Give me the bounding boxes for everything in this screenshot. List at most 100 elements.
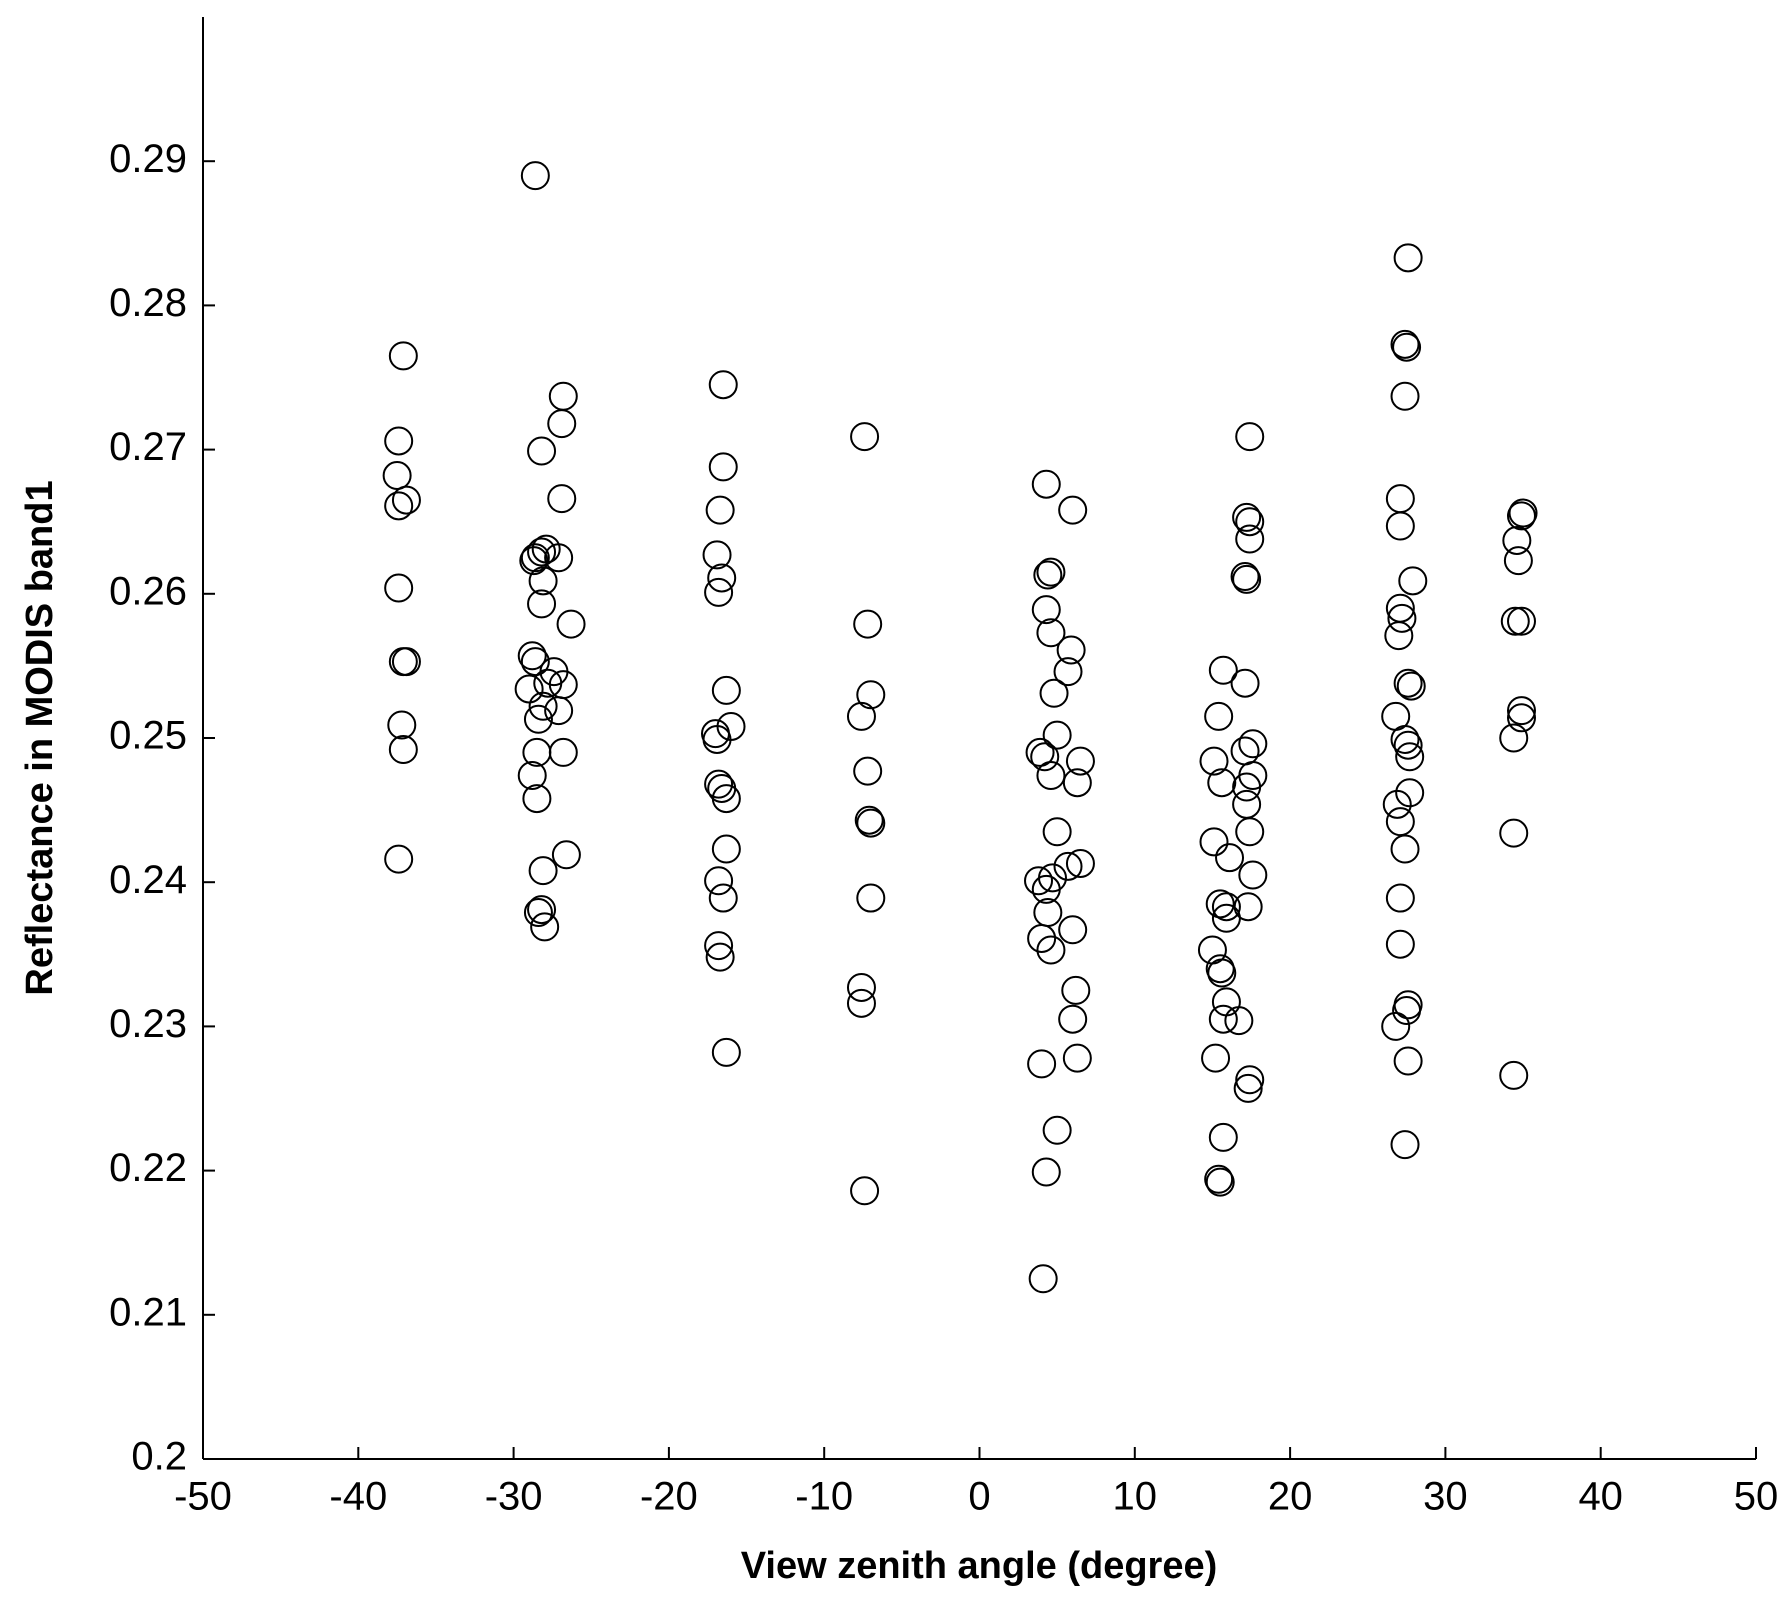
data-point	[522, 784, 552, 814]
data-point	[520, 543, 550, 573]
data-point	[708, 370, 738, 400]
x-tick-label: 30	[1423, 1475, 1468, 1519]
data-point	[1199, 827, 1229, 857]
data-point	[711, 834, 741, 864]
data-point	[528, 691, 558, 721]
data-point	[1503, 546, 1533, 576]
x-tick-label: 20	[1268, 1475, 1313, 1519]
data-point	[384, 491, 414, 521]
x-tick-label: 50	[1734, 1475, 1779, 1519]
data-point	[1204, 1164, 1234, 1194]
data-point	[1065, 848, 1095, 878]
data-point	[1499, 1060, 1529, 1090]
data-point	[1393, 243, 1423, 273]
data-point	[384, 573, 414, 603]
data-point	[1058, 495, 1088, 525]
data-point	[1036, 935, 1066, 965]
data-point	[1235, 1065, 1265, 1095]
data-point	[854, 805, 884, 835]
data-point	[1031, 1157, 1061, 1187]
data-point	[1031, 874, 1061, 904]
data-point	[391, 485, 421, 515]
data-point	[1385, 511, 1415, 541]
data-point	[1205, 1167, 1235, 1197]
data-point	[1393, 1046, 1423, 1076]
data-point	[1235, 422, 1265, 452]
data-point	[527, 436, 557, 466]
data-point	[702, 540, 732, 570]
data-point	[1232, 502, 1262, 532]
x-tick-label: 40	[1578, 1475, 1623, 1519]
data-point	[1065, 746, 1095, 776]
data-point	[850, 422, 880, 452]
data-point	[1230, 561, 1260, 591]
data-point	[523, 897, 553, 927]
data-point	[1232, 564, 1262, 594]
data-point	[1390, 329, 1420, 359]
data-point	[1393, 730, 1423, 760]
data-point	[1398, 566, 1428, 596]
data-point	[856, 808, 886, 838]
data-point	[520, 647, 550, 677]
data-point	[705, 942, 735, 972]
y-tick-label: 0.23	[109, 1002, 187, 1046]
data-point	[711, 1037, 741, 1067]
data-point	[1390, 381, 1420, 411]
data-point	[1233, 1073, 1263, 1103]
data-point	[1499, 818, 1529, 848]
data-point	[519, 546, 549, 576]
data-point	[1211, 903, 1241, 933]
data-point	[556, 609, 586, 639]
data-point	[704, 866, 734, 896]
x-tick-label: -20	[640, 1475, 698, 1519]
x-tick-label: 0	[968, 1475, 990, 1519]
data-point	[711, 675, 741, 705]
data-point	[1211, 892, 1241, 922]
data-point	[1031, 469, 1061, 499]
data-point	[1208, 1122, 1238, 1152]
y-tick-label: 0.29	[109, 137, 187, 181]
data-point	[528, 856, 558, 886]
y-tick-label: 0.26	[109, 569, 187, 613]
data-point	[1396, 671, 1426, 701]
data-point	[1384, 621, 1414, 651]
data-point	[1232, 772, 1262, 802]
data-point	[1056, 635, 1086, 665]
y-tick-label: 0.22	[109, 1146, 187, 1190]
data-point	[1062, 768, 1092, 798]
data-point	[1201, 1043, 1231, 1073]
y-tick-label: 0.2	[131, 1435, 187, 1479]
data-point	[1061, 975, 1091, 1005]
data-point	[517, 760, 547, 790]
data-point	[707, 563, 737, 593]
data-point	[853, 609, 883, 639]
data-point	[1502, 525, 1532, 555]
data-point	[391, 647, 421, 677]
data-point	[1392, 332, 1422, 362]
data-point	[528, 566, 558, 596]
data-point	[1207, 958, 1237, 988]
data-point	[1062, 1043, 1092, 1073]
data-point	[384, 426, 414, 456]
data-point	[1031, 595, 1061, 625]
data-point	[1042, 720, 1072, 750]
data-point	[1392, 996, 1422, 1026]
data-point	[548, 737, 578, 767]
y-tick-label: 0.24	[109, 858, 187, 902]
data-point	[1506, 606, 1536, 636]
data-point	[1506, 501, 1536, 531]
data-point	[1385, 929, 1415, 959]
data-point	[1235, 524, 1265, 554]
data-point	[527, 537, 557, 567]
x-tick-label: 10	[1113, 1475, 1158, 1519]
data-point	[1224, 1006, 1254, 1036]
data-point	[1053, 657, 1083, 687]
data-point	[1508, 498, 1538, 528]
data-point	[1230, 668, 1260, 698]
data-point	[702, 724, 732, 754]
y-tick-label: 0.27	[109, 425, 187, 469]
y-tick-label: 0.28	[109, 281, 187, 325]
data-point	[1027, 923, 1057, 953]
y-tick-label: 0.21	[109, 1290, 187, 1334]
data-point	[1390, 724, 1420, 754]
